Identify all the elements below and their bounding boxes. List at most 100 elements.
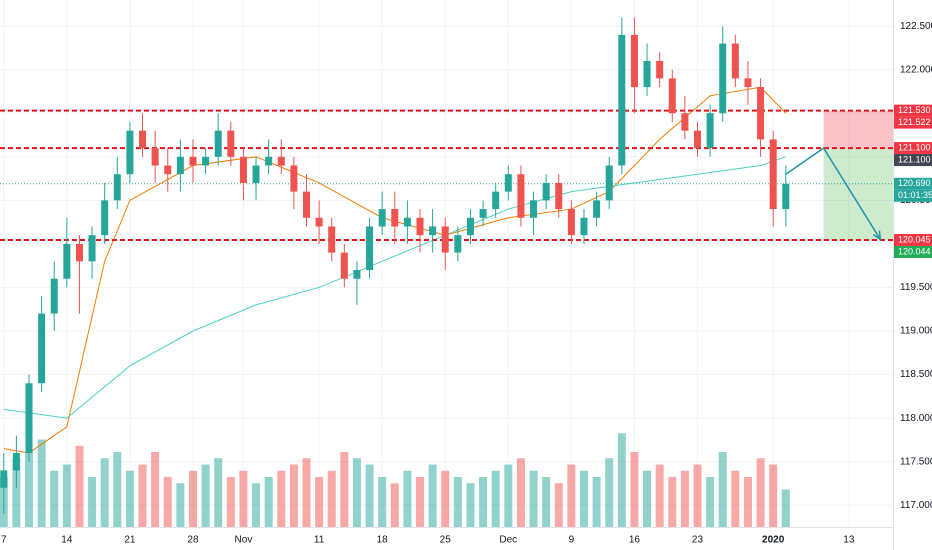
volume-bar bbox=[340, 452, 349, 527]
volume-bar bbox=[327, 470, 336, 527]
volume-bar bbox=[62, 464, 71, 527]
volume-bar bbox=[718, 452, 727, 527]
volume-bar bbox=[302, 458, 311, 527]
candle-body bbox=[0, 470, 8, 488]
candle-body bbox=[315, 217, 323, 227]
price-label: 120.690 bbox=[898, 178, 931, 188]
x-tick-label: 11 bbox=[314, 535, 325, 546]
volume-bar bbox=[453, 477, 462, 527]
volume-bar bbox=[516, 458, 525, 527]
candle-body bbox=[656, 60, 664, 79]
candle-body bbox=[416, 217, 424, 236]
candle-body bbox=[227, 130, 235, 157]
candle-body bbox=[731, 43, 739, 79]
volume-bar bbox=[706, 477, 715, 527]
volume-bar bbox=[239, 470, 248, 527]
volume-bar bbox=[252, 483, 261, 527]
y-tick-label: 117.500 bbox=[900, 456, 932, 467]
x-tick-label: 23 bbox=[692, 535, 704, 546]
candle-body bbox=[744, 78, 752, 88]
volume-bar bbox=[176, 483, 185, 527]
price-label-bg bbox=[894, 233, 932, 246]
candle-body bbox=[353, 270, 361, 279]
candle-body bbox=[504, 174, 512, 192]
volume-bar bbox=[88, 477, 97, 527]
volume-bar bbox=[529, 470, 538, 527]
volume-bar bbox=[151, 452, 160, 527]
candle-body bbox=[12, 452, 20, 471]
candle-body bbox=[769, 139, 777, 210]
candle-body bbox=[277, 156, 285, 166]
volume-bar bbox=[504, 464, 513, 527]
price-label: 01:01:35 bbox=[898, 190, 932, 200]
candle-body bbox=[605, 165, 613, 201]
candle-body bbox=[403, 217, 411, 227]
volume-bar bbox=[428, 464, 437, 527]
price-label-bg bbox=[894, 245, 932, 258]
candle-body bbox=[706, 113, 714, 149]
x-tick-label: 28 bbox=[187, 535, 199, 546]
candle-body bbox=[630, 34, 638, 88]
price-label: 120.045 bbox=[898, 234, 931, 244]
candle-body bbox=[580, 217, 588, 236]
volume-bar bbox=[630, 452, 639, 527]
candle-body bbox=[429, 226, 437, 236]
candle-body bbox=[38, 313, 46, 384]
candle-body bbox=[290, 165, 298, 192]
volume-bar bbox=[579, 470, 588, 527]
price-label-bg bbox=[894, 154, 932, 167]
volume-bar bbox=[479, 477, 488, 527]
volume-bar bbox=[75, 445, 84, 527]
volume-bar bbox=[277, 470, 286, 527]
candle-body bbox=[214, 130, 222, 157]
price-label: 120.044 bbox=[898, 246, 931, 256]
candle-body bbox=[88, 235, 96, 262]
candle-body bbox=[668, 78, 676, 114]
x-tick-label: 18 bbox=[377, 535, 389, 546]
candle-body bbox=[302, 191, 310, 218]
volume-bar bbox=[226, 477, 235, 527]
volume-bar bbox=[743, 477, 752, 527]
candle-body bbox=[252, 165, 260, 183]
volume-bar bbox=[188, 470, 197, 527]
price-label: 121.100 bbox=[898, 142, 931, 152]
volume-bar bbox=[113, 452, 122, 527]
candle-body bbox=[757, 87, 765, 140]
volume-bar bbox=[138, 464, 147, 527]
volume-bar bbox=[567, 464, 576, 527]
volume-bar bbox=[201, 464, 210, 527]
volume-bar bbox=[605, 458, 614, 527]
projection-path bbox=[785, 147, 882, 240]
x-tick-label: 14 bbox=[61, 535, 73, 546]
volume-bar bbox=[441, 470, 450, 527]
volume-bar bbox=[352, 458, 361, 527]
volume-bar bbox=[491, 470, 500, 527]
price-label: 121.100 bbox=[898, 154, 931, 164]
volume-bar bbox=[315, 477, 324, 527]
x-tick-label: 21 bbox=[124, 535, 136, 546]
volume-bar bbox=[25, 452, 34, 527]
candle-body bbox=[479, 209, 487, 218]
volume-bar bbox=[264, 477, 273, 527]
y-tick-label: 122.000 bbox=[900, 64, 932, 75]
volume-bar bbox=[680, 470, 689, 527]
candle-body bbox=[681, 113, 689, 131]
arrow-head bbox=[872, 230, 882, 242]
y-tick-label: 117.000 bbox=[900, 500, 932, 511]
volume-bar bbox=[643, 470, 652, 527]
candle-body bbox=[113, 174, 121, 201]
candle-body bbox=[265, 156, 273, 166]
volume-bar bbox=[416, 477, 425, 527]
target-zone bbox=[823, 148, 893, 240]
candle-body bbox=[189, 156, 197, 166]
volume-bar bbox=[554, 483, 563, 527]
volume-bar bbox=[125, 470, 134, 527]
price-label-bg bbox=[894, 104, 932, 117]
candle-body bbox=[391, 209, 399, 227]
candle-body bbox=[555, 182, 563, 210]
volume-bar bbox=[403, 470, 412, 527]
volume-bar bbox=[781, 489, 790, 527]
volume-bar bbox=[769, 464, 778, 527]
volume-bar bbox=[617, 433, 626, 527]
